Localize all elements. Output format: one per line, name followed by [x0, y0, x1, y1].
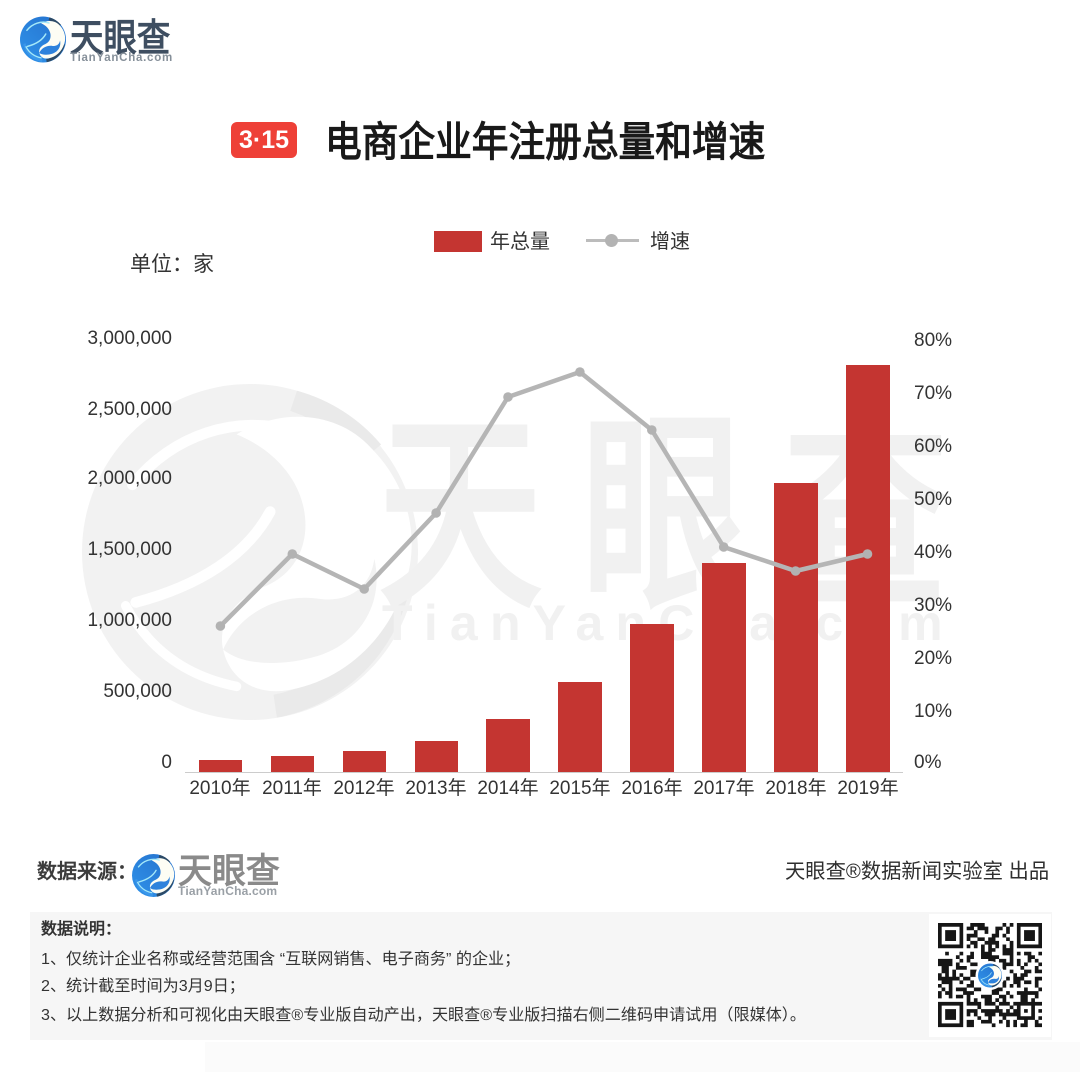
- svg-text:天眼查: 天眼查: [378, 398, 986, 632]
